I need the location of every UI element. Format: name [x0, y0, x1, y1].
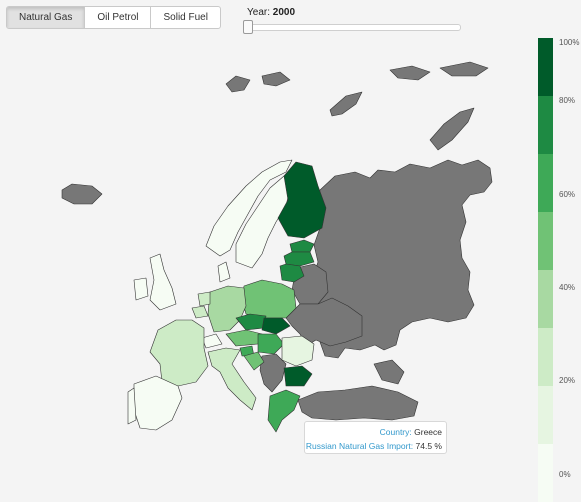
- country-italy[interactable]: [207, 347, 257, 411]
- country-hungary[interactable]: [257, 333, 285, 355]
- country-belgium[interactable]: [191, 305, 209, 319]
- country-greece[interactable]: [267, 389, 301, 433]
- country-bulgaria[interactable]: [283, 365, 313, 387]
- country-denmark[interactable]: [217, 261, 231, 283]
- country-estonia[interactable]: [289, 239, 315, 253]
- legend-label-20: 20%: [559, 376, 576, 385]
- kamchatka: [429, 107, 475, 151]
- energy-type-toggle: Natural Gas Oil Petrol Solid Fuel: [6, 6, 221, 29]
- legend-label-100: 100%: [559, 38, 580, 47]
- tooltip-metric-line: Russian Natural Gas Import: 74.5 %: [305, 439, 442, 453]
- country-netherlands[interactable]: [197, 291, 211, 307]
- country-switzerland[interactable]: [201, 333, 223, 349]
- franz-josef: [261, 71, 291, 87]
- svalbard: [225, 75, 251, 93]
- solid-fuel-button[interactable]: Solid Fuel: [163, 12, 208, 23]
- tooltip-metric-value: 74.5 %: [415, 441, 442, 451]
- country-germany[interactable]: [207, 285, 247, 333]
- tooltip-country-value: Greece: [414, 427, 442, 437]
- ukraine: [285, 297, 363, 347]
- year-label-text: Year:: [247, 7, 270, 18]
- year-slider-track[interactable]: [247, 24, 461, 31]
- balkans-west: [259, 353, 287, 393]
- legend-swatch-4: [538, 212, 553, 270]
- country-slovakia[interactable]: [261, 317, 291, 335]
- year-value: 2000: [272, 7, 296, 18]
- country-poland[interactable]: [241, 279, 297, 319]
- country-croatia[interactable]: [243, 351, 265, 371]
- legend-swatch-7: [538, 386, 553, 444]
- country-france[interactable]: [149, 319, 209, 387]
- year-slider-handle[interactable]: [243, 20, 253, 34]
- country-lithuania[interactable]: [279, 263, 305, 283]
- country-austria[interactable]: [225, 329, 263, 347]
- legend-label-80: 80%: [559, 96, 576, 105]
- tooltip-country-key: Country:: [379, 427, 412, 437]
- turkey: [297, 385, 419, 421]
- legend-swatch-2: [538, 96, 553, 154]
- country-uk[interactable]: [149, 253, 177, 311]
- country-finland[interactable]: [277, 161, 327, 239]
- siberian-isles: [439, 61, 489, 77]
- tooltip-country-line: Country: Greece: [305, 425, 442, 439]
- year-label: Year: 2000: [247, 7, 295, 18]
- country-ireland[interactable]: [133, 277, 149, 301]
- country-portugal[interactable]: [127, 387, 137, 425]
- legend-color-bar: [538, 38, 553, 502]
- oil-petrol-button[interactable]: Oil Petrol: [85, 7, 152, 28]
- novaya-zemlya: [329, 91, 363, 117]
- tooltip-metric-key: Russian Natural Gas Import:: [305, 441, 414, 451]
- legend-swatch-8: [538, 444, 553, 502]
- legend-swatch-1: [538, 38, 553, 96]
- legend-swatch-3: [538, 154, 553, 212]
- caucasus: [373, 359, 405, 385]
- legend-swatch-5: [538, 270, 553, 328]
- iceland: [61, 183, 103, 205]
- legend-label-40: 40%: [559, 283, 576, 292]
- natural-gas-button[interactable]: Natural Gas: [7, 7, 86, 28]
- europe-map: [61, 61, 493, 433]
- legend-label-60: 60%: [559, 190, 576, 199]
- country-romania[interactable]: [281, 335, 315, 367]
- severnaya: [389, 65, 431, 81]
- country-norway[interactable]: [205, 159, 293, 257]
- country-latvia[interactable]: [283, 251, 315, 267]
- country-tooltip: Country: Greece Russian Natural Gas Impo…: [304, 421, 447, 454]
- legend-label-0: 0%: [559, 470, 571, 479]
- legend-swatch-6: [538, 328, 553, 386]
